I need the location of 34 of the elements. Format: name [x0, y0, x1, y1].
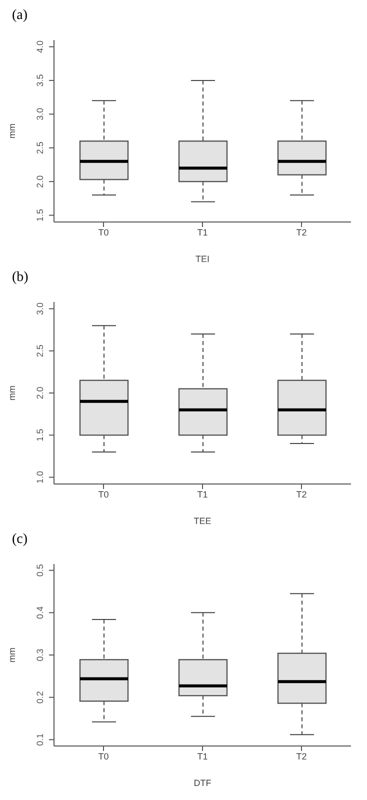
x-tick-label: T2 [296, 751, 307, 762]
y-tick-label: 0.2 [35, 691, 45, 704]
x-axis-title: TEE [194, 516, 212, 526]
y-tick-label: 0.5 [35, 564, 45, 577]
y-tick-label: 2.5 [35, 344, 45, 358]
y-axis-title: mm [7, 386, 18, 400]
x-tick-label: T1 [197, 227, 208, 238]
y-tick-label: 4.0 [35, 40, 45, 53]
y-tick-label: 0.4 [35, 606, 45, 619]
x-tick-label: T2 [296, 489, 307, 500]
x-tick-label: T0 [98, 489, 109, 500]
y-tick-label: 2.0 [35, 175, 45, 188]
x-tick-label: T0 [98, 751, 109, 762]
x-tick-label: T0 [98, 227, 109, 238]
y-tick-label: 0.1 [35, 733, 45, 746]
y-axis-title: mm [7, 648, 18, 662]
chart-title: (a) [11, 8, 29, 25]
chart-title: (c) [11, 532, 29, 549]
x-axis-title: TEI [195, 254, 210, 264]
chart-title: (b) [11, 270, 30, 287]
y-tick-label: 2.5 [35, 142, 45, 154]
y-tick-label: 1.0 [35, 471, 45, 484]
y-tick-label: 1.5 [35, 428, 45, 442]
x-axis-title: DTF [194, 778, 212, 788]
y-tick-label: 3.5 [35, 74, 45, 87]
x-tick-label: T1 [197, 489, 208, 500]
x-tick-label: T2 [296, 227, 307, 238]
y-tick-label: 1.5 [35, 209, 45, 222]
y-axis-title: mm [7, 124, 18, 138]
y-tick-label: 2.0 [35, 386, 45, 400]
y-tick-label: 3.0 [35, 108, 45, 120]
x-tick-label: T1 [197, 751, 208, 762]
y-tick-label: 3.0 [35, 302, 45, 315]
y-tick-label: 0.3 [35, 648, 45, 662]
